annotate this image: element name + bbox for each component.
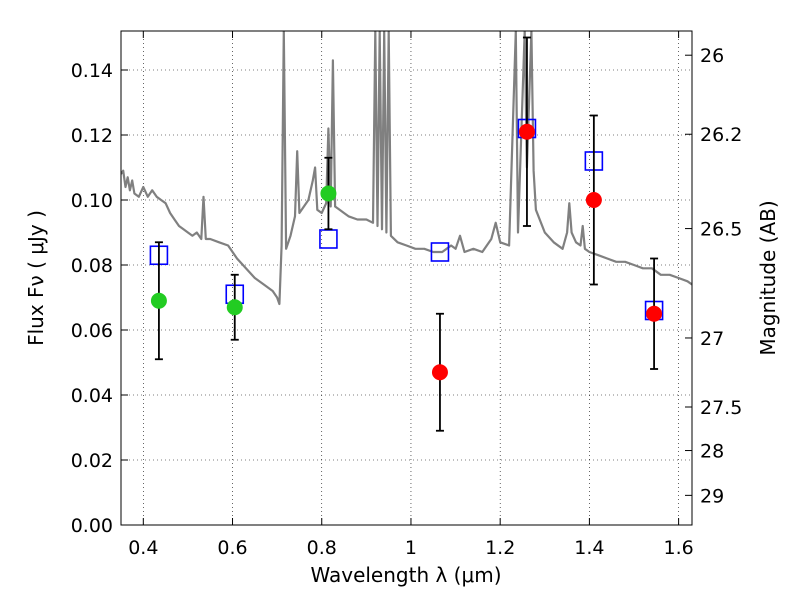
y2-tick-label: 26 [700, 45, 724, 67]
observed-point [150, 292, 167, 309]
x-tick-label: 1 [405, 537, 417, 559]
plot-frame [120, 30, 693, 526]
y2-tick-label: 29 [700, 485, 724, 507]
grid-lines [121, 31, 692, 525]
model-square-marker [319, 229, 338, 249]
observed-point [320, 185, 337, 202]
x-tick-label: 1.4 [574, 537, 604, 559]
spectrum-layer [121, 31, 692, 306]
y-tick-label: 0.08 [71, 255, 113, 277]
y-tick-label: 0.02 [71, 450, 113, 472]
x-tick-label: 0.4 [128, 537, 158, 559]
y2-tick-label: 28 [700, 441, 724, 463]
axis-ticks [121, 31, 692, 526]
y2-axis-label: Magnitude (AB) [756, 200, 780, 355]
y2-tick-label: 26.2 [700, 124, 742, 146]
y2-tick-label: 27 [700, 328, 724, 350]
y-tick-label: 0.12 [71, 125, 113, 147]
observed-point [226, 299, 243, 316]
y-tick-label: 0.10 [71, 190, 113, 212]
observed-point [646, 305, 663, 322]
y2-tick-label: 27.5 [700, 397, 742, 419]
observed-point [431, 364, 448, 381]
marker-layer [149, 36, 664, 432]
y-axis-label: Flux Fν ( μJy ) [24, 210, 48, 346]
spectrum-line [121, 31, 692, 306]
x-tick-label: 0.8 [307, 537, 337, 559]
y-tick-label: 0.04 [71, 385, 113, 407]
y2-tick-label: 26.5 [700, 219, 742, 241]
x-tick-label: 1.6 [664, 537, 694, 559]
y-tick-label: 0.06 [71, 320, 113, 342]
x-tick-label: 1.2 [485, 537, 515, 559]
observed-point [518, 123, 535, 140]
x-tick-label: 0.6 [217, 537, 247, 559]
axis-tick-labels: 0.4 0.6 0.8 1 1.2 1.4 1.6 0.00 0.02 0.04 0.06 0.08 0… [71, 45, 743, 559]
observed-point [585, 192, 602, 208]
model-square-marker [430, 242, 450, 262]
y-tick-label: 0.00 [71, 515, 113, 537]
plot-area [121, 31, 692, 432]
y-tick-label: 0.14 [71, 60, 113, 82]
x-axis-label: Wavelength λ (μm) [310, 563, 501, 587]
